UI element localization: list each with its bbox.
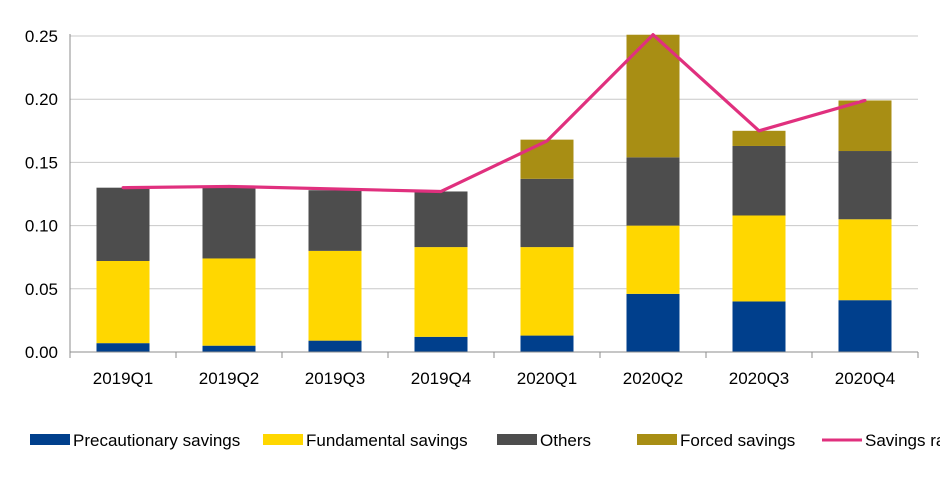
legend-label-fundamental-savings: Fundamental savings <box>306 431 468 450</box>
x-tick-label: 2019Q4 <box>411 369 472 388</box>
savings-rate-point <box>439 189 443 193</box>
bar-segment-others <box>202 187 256 259</box>
bar-segment-others <box>96 187 150 261</box>
x-tick-label: 2019Q1 <box>93 369 154 388</box>
legend-swatch-fundamental-savings <box>263 434 303 445</box>
y-tick-label: 0.10 <box>25 217 58 236</box>
legend-label-precautionary-savings: Precautionary savings <box>73 431 240 450</box>
x-tick-label: 2020Q3 <box>729 369 790 388</box>
bar-segment-precautionary-savings <box>96 343 150 352</box>
bar-segment-fundamental-savings <box>96 260 150 344</box>
bar-segment-fundamental-savings <box>626 225 680 294</box>
bar-segment-fundamental-savings <box>202 258 256 346</box>
legend-swatch-others <box>497 434 537 445</box>
y-tick-label: 0.00 <box>25 343 58 362</box>
savings-rate-point <box>545 139 549 143</box>
bar-segment-others <box>626 157 680 226</box>
bar-segment-precautionary-savings <box>202 345 256 352</box>
bar-segment-forced-savings <box>838 100 892 152</box>
bar-segment-fundamental-savings <box>838 219 892 301</box>
y-tick-label: 0.05 <box>25 280 58 299</box>
bar-segment-precautionary-savings <box>520 335 574 352</box>
gridlines <box>70 35 918 290</box>
bar-segment-others <box>520 178 574 248</box>
savings-rate-point <box>651 33 655 37</box>
savings-rate-line-group <box>121 33 867 194</box>
bar-segment-fundamental-savings <box>308 250 362 341</box>
legend-swatch-precautionary-savings <box>30 434 70 445</box>
legend-swatch-forced-savings <box>637 434 677 445</box>
savings-rate-point <box>333 187 337 191</box>
bar-segment-fundamental-savings <box>732 215 786 302</box>
bar-segment-forced-savings <box>520 139 574 179</box>
bar-segment-forced-savings <box>732 130 786 146</box>
savings-rate-point <box>227 184 231 188</box>
bar-segment-fundamental-savings <box>520 247 574 336</box>
x-tick-label: 2019Q3 <box>305 369 366 388</box>
x-tick-label: 2020Q1 <box>517 369 578 388</box>
bar-segment-precautionary-savings <box>308 340 362 352</box>
bar-segment-forced-savings <box>626 34 680 158</box>
x-tick-label: 2020Q2 <box>623 369 684 388</box>
bar-segment-others <box>732 145 786 216</box>
legend-label-forced-savings: Forced savings <box>680 431 795 450</box>
y-tick-label: 0.15 <box>25 153 58 172</box>
bar-segment-precautionary-savings <box>732 301 786 352</box>
legend-label-savings-rates: Savings rates <box>865 431 940 450</box>
bar-segment-others <box>308 190 362 251</box>
y-tick-label: 0.20 <box>25 90 58 109</box>
savings-rate-line <box>122 33 866 194</box>
legend: Precautionary savings Fundamental savings… <box>30 431 940 450</box>
bars <box>96 34 892 352</box>
savings-rate-point <box>121 186 125 190</box>
legend-label-others: Others <box>540 431 591 450</box>
bar-segment-precautionary-savings <box>626 293 680 352</box>
bar-segment-precautionary-savings <box>414 336 468 352</box>
bar-segment-others <box>838 151 892 220</box>
bar-segment-fundamental-savings <box>414 247 468 337</box>
x-tick-label: 2020Q4 <box>835 369 896 388</box>
savings-rate-point <box>863 98 867 102</box>
x-tick-label: 2019Q2 <box>199 369 260 388</box>
y-tick-label: 0.25 <box>25 27 58 46</box>
bar-segment-others <box>414 191 468 248</box>
axes: 0.00 0.05 0.10 0.15 0.20 0.25 2019Q1 2019Q2 2019… <box>25 27 919 388</box>
bar-segment-precautionary-savings <box>838 300 892 352</box>
savings-rate-point <box>757 129 761 133</box>
